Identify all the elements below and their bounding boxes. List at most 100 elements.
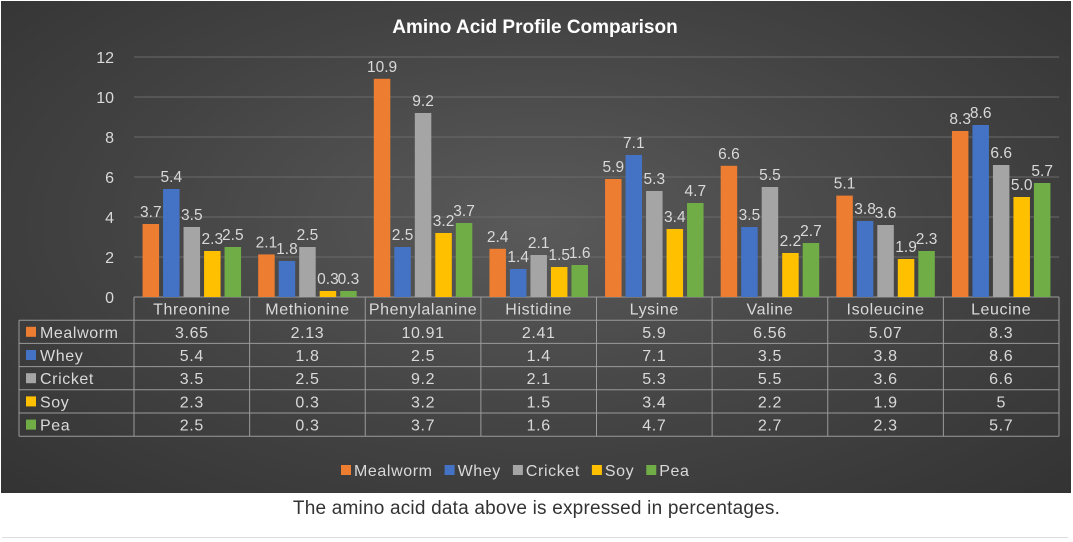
chart-caption: The amino acid data above is expressed i…	[292, 498, 781, 519]
bar-mealworm-lysine	[605, 179, 622, 297]
table-cell: 9.2	[411, 371, 435, 388]
bar-cricket-methionine	[299, 247, 316, 297]
table-cell: 6.56	[753, 325, 787, 342]
legend-label: Soy	[605, 463, 634, 480]
bar-pea-phenylalanine	[455, 223, 473, 297]
bar-soy-isoleucine	[897, 259, 915, 297]
data-label: 2.5	[297, 227, 319, 244]
table-cell: 2.3	[180, 394, 204, 411]
x-category-label: Lysine	[630, 302, 679, 319]
data-table: Threonine Methionine Phenylalanine Histidin…	[18, 297, 1060, 437]
bar-whey-lysine	[625, 155, 643, 297]
table-cell: 10.91	[402, 325, 445, 342]
bar-mealworm-valine	[720, 165, 738, 297]
table-cell: 2.5	[411, 348, 435, 365]
data-label: 5.3	[644, 171, 666, 188]
table-cell: 3.65	[175, 325, 209, 342]
data-label: 4.7	[685, 183, 707, 200]
table-cell: 5.4	[180, 348, 204, 365]
data-label: 2.4	[487, 229, 509, 246]
bar-soy-leucine	[1013, 197, 1030, 297]
data-label: 2.1	[528, 235, 550, 252]
table-cell: 2.5	[295, 371, 319, 388]
y-tick-label: 0	[105, 290, 114, 307]
legend-key-whey	[444, 465, 455, 475]
table-cell: 5.7	[989, 418, 1013, 435]
table-cell: 5	[996, 394, 1006, 411]
x-category-label: Leucine	[971, 302, 1031, 319]
y-tick-label: 8	[105, 130, 114, 147]
table-cell: 3.8	[874, 348, 898, 365]
data-label: 2.7	[800, 223, 822, 240]
bars	[142, 78, 1051, 297]
data-label: 1.5	[548, 247, 570, 264]
y-axis-ticks: 0 2 4 6 8 10 12	[96, 50, 114, 307]
table-cell: 2.1	[527, 371, 551, 388]
data-label: 5.5	[759, 167, 781, 184]
table-cell: 0.3	[295, 394, 319, 411]
bar-pea-leucine	[1033, 183, 1051, 297]
bar-whey-leucine	[972, 125, 989, 297]
data-label: 5.9	[603, 159, 625, 176]
data-label: 2.2	[780, 233, 802, 250]
legend-key-mealworm	[341, 465, 351, 475]
bar-soy-phenylalanine	[435, 233, 452, 297]
data-label: 0.3	[338, 271, 360, 288]
amino-acid-chart: Amino Acid Profile Comparison 024681012 …	[18, 17, 1060, 480]
y-tick-label: 2	[105, 250, 114, 267]
legend-label: Mealworm	[354, 463, 433, 480]
table-series-label: Soy	[40, 394, 69, 411]
data-label: 8.6	[970, 105, 992, 122]
y-tick-label: 12	[96, 50, 114, 67]
table-series-label: Mealworm	[40, 325, 119, 342]
data-label: 3.6	[875, 205, 897, 222]
bar-mealworm-methionine	[258, 254, 275, 297]
table-legend-key-pea	[26, 419, 36, 430]
bar-soy-threonine	[204, 251, 221, 297]
bar-cricket-threonine	[183, 227, 201, 297]
data-label: 5.0	[1011, 177, 1033, 194]
bar-pea-threonine	[224, 247, 242, 297]
bar-pea-lysine	[687, 203, 704, 297]
chart-title: Amino Acid Profile Comparison	[392, 17, 677, 38]
data-label: 1.9	[895, 239, 917, 256]
legend-label: Cricket	[526, 463, 580, 480]
x-category-label: Methionine	[265, 302, 349, 319]
table-cell: 8.6	[989, 348, 1013, 365]
data-label: 5.7	[1031, 163, 1053, 180]
bar-cricket-phenylalanine	[414, 113, 432, 297]
data-label: 2.5	[222, 227, 244, 244]
bar-mealworm-histidine	[489, 248, 506, 297]
data-label: 3.8	[854, 201, 876, 218]
table-cell: 6.6	[989, 371, 1013, 388]
bar-cricket-valine	[761, 187, 779, 297]
data-label: 2.1	[256, 234, 278, 251]
data-label: 3.4	[664, 209, 686, 226]
table-cell: 1.8	[295, 348, 319, 365]
table-cell: 1.9	[874, 394, 898, 411]
table-legend-key-cricket	[26, 373, 36, 384]
legend-key-pea	[646, 465, 657, 475]
table-legend-key-soy	[26, 396, 36, 407]
data-label: 10.9	[367, 59, 397, 76]
table-cell: 1.5	[527, 394, 551, 411]
bar-mealworm-leucine	[951, 131, 969, 297]
table-cell: 3.7	[411, 418, 435, 435]
bar-soy-lysine	[666, 229, 684, 297]
table-legend-key-whey	[26, 350, 36, 360]
data-label: 0.3	[317, 271, 339, 288]
data-label: 3.7	[140, 204, 162, 221]
data-label: 1.6	[569, 245, 591, 262]
bar-whey-phenylalanine	[394, 247, 411, 297]
bar-mealworm-isoleucine	[836, 195, 853, 297]
bar-cricket-histidine	[530, 255, 547, 297]
table-cell: 5.9	[642, 325, 666, 342]
table-cell: 1.6	[527, 418, 551, 435]
bar-pea-methionine	[340, 291, 357, 297]
bar-pea-valine	[802, 243, 820, 297]
table-cell: 8.3	[989, 325, 1013, 342]
data-label: 5.1	[834, 176, 856, 193]
bar-cricket-isoleucine	[877, 225, 894, 297]
bar-mealworm-threonine	[142, 224, 160, 297]
data-label: 3.7	[453, 203, 475, 220]
